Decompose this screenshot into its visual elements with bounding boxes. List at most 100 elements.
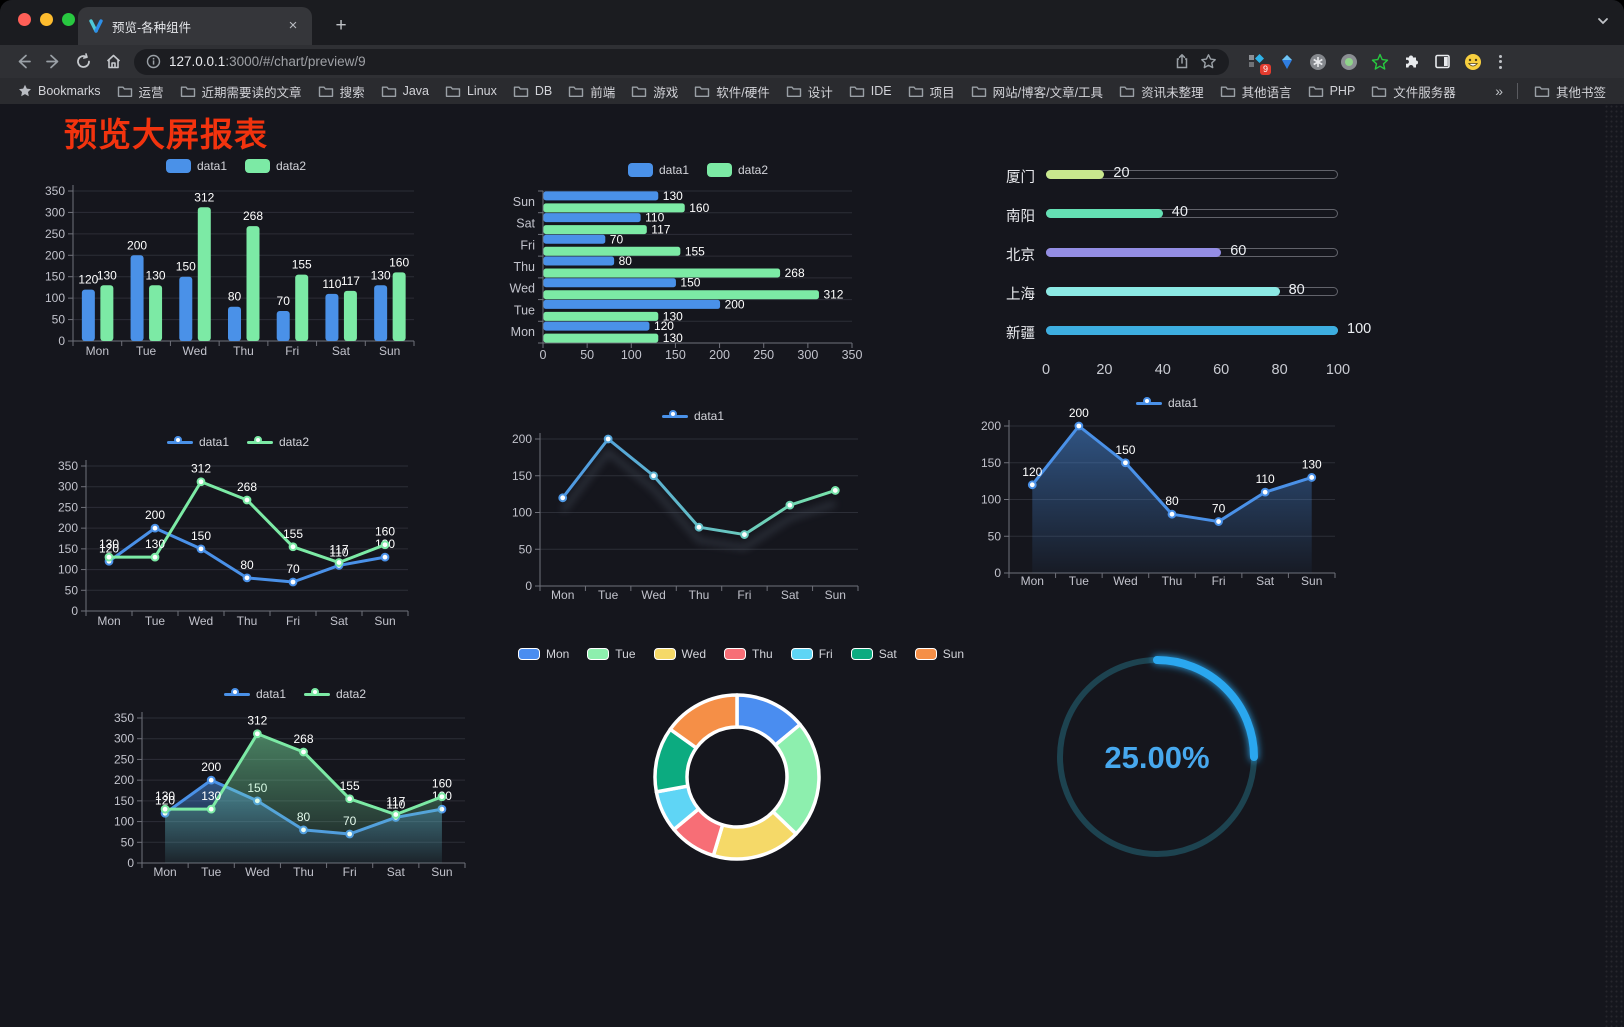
home-button[interactable]	[98, 48, 128, 76]
legend-item-data1[interactable]: data1	[661, 409, 724, 423]
bookmark-folder[interactable]: PHP	[1300, 80, 1364, 102]
svg-text:300: 300	[58, 480, 78, 494]
extension-grid-icon[interactable]: 9	[1247, 53, 1271, 75]
browser-tab[interactable]: 预览-各种组件 ×	[78, 7, 312, 45]
svg-text:117: 117	[386, 795, 405, 809]
legend-item-data1[interactable]: data1	[223, 687, 286, 701]
svg-text:117: 117	[329, 543, 348, 557]
forward-button[interactable]	[38, 48, 68, 76]
svg-text:Sun: Sun	[379, 344, 400, 358]
bookmark-folder[interactable]: 文件服务器	[1363, 80, 1464, 102]
svg-text:300: 300	[45, 205, 65, 219]
window-close-button[interactable]	[18, 13, 31, 26]
legend-item-data1[interactable]: data1	[627, 163, 689, 177]
svg-text:25.00%: 25.00%	[1104, 740, 1209, 775]
bookmark-folder-icon	[1220, 85, 1236, 98]
extension-star-icon[interactable]	[1371, 53, 1389, 71]
extensions-puzzle-icon[interactable]	[1402, 53, 1420, 71]
bookmarks-bar: Bookmarks 运营 近期需要读的文章 搜索 Java Linux DB 前端 游戏 软件/硬…	[0, 78, 1624, 104]
bookmark-label: 近期需要读的文章	[201, 85, 302, 100]
extension-snowflake-icon[interactable]	[1309, 53, 1327, 71]
chart-percent-gauge: 25.00%	[1040, 641, 1275, 881]
svg-text:70: 70	[610, 232, 624, 246]
legend-item-mon[interactable]: Mon	[517, 647, 569, 661]
tab-strip: 预览-各种组件 × +	[0, 0, 1624, 45]
bookmark-folder[interactable]: 游戏	[623, 80, 686, 102]
tab-close-icon[interactable]: ×	[288, 17, 298, 34]
legend-marker-icon	[245, 159, 270, 173]
bookmark-folder[interactable]: 近期需要读的文章	[172, 80, 310, 102]
reload-button[interactable]	[68, 48, 98, 76]
bookmarks-overflow-chevron[interactable]: »	[1495, 83, 1503, 99]
bookmark-folder[interactable]: Linux	[437, 80, 505, 102]
bookmark-folder[interactable]: Java	[373, 80, 437, 102]
bookmark-folder[interactable]: 前端	[560, 80, 623, 102]
legend-label: data1	[196, 159, 227, 173]
chart-bar-vertical: data1 data2 0 50 100 150 200 250 300 350 Mon Tue Wed…	[40, 153, 432, 367]
bookmark-folder[interactable]: IDE	[841, 80, 900, 102]
legend-item-fri[interactable]: Fri	[790, 647, 833, 661]
bookmark-folder[interactable]: 网站/博客/文章/工具	[963, 80, 1111, 102]
svg-text:120: 120	[1022, 465, 1042, 479]
share-icon[interactable]	[1174, 53, 1190, 70]
site-info-icon[interactable]	[146, 54, 161, 69]
legend-item-data2[interactable]: data2	[247, 435, 309, 449]
legend-marker-icon	[790, 648, 813, 660]
bookmark-folder[interactable]: 软件/硬件	[686, 80, 777, 102]
chart-line-area-dual: data1 data2 0 50 100 150 200 250 300 350 Mon Tue Wed…	[103, 679, 487, 893]
svg-text:150: 150	[191, 529, 211, 543]
window-minimize-button[interactable]	[40, 13, 53, 26]
bookmark-folder[interactable]: 设计	[778, 80, 841, 102]
legend-item-data1[interactable]: data1	[166, 435, 229, 449]
chart-legend: Mon Tue Wed Thu Fri Sat Sun	[517, 647, 964, 661]
bookmark-label: 设计	[807, 85, 833, 100]
progress-fill	[1046, 209, 1163, 218]
address-bar[interactable]: 127.0.0.1:3000/#/chart/preview/9	[134, 48, 1229, 75]
legend-item-data2[interactable]: data2	[304, 687, 366, 701]
svg-text:Sun: Sun	[431, 865, 452, 879]
bookmark-label: PHP	[1329, 84, 1356, 98]
legend-marker-icon	[707, 163, 732, 177]
bookmark-folder[interactable]: 搜索	[310, 80, 373, 102]
svg-text:155: 155	[283, 527, 303, 541]
other-bookmarks-folder[interactable]: 其他书签	[1526, 80, 1614, 102]
bookmark-folder[interactable]: 运营	[109, 80, 172, 102]
page-title: 预览大屏报表	[64, 116, 268, 153]
extension-gem-icon[interactable]	[1278, 53, 1296, 71]
bookmark-folder[interactable]: 资讯未整理	[1111, 80, 1212, 102]
browser-menu-button[interactable]	[1495, 54, 1508, 69]
legend-item-data1[interactable]: data1	[165, 159, 227, 173]
legend-item-wed[interactable]: Wed	[653, 647, 706, 661]
emoji-extension-icon[interactable]	[1464, 53, 1482, 71]
legend-item-data1[interactable]: data1	[1135, 396, 1198, 410]
svg-text:Sat: Sat	[387, 865, 406, 879]
svg-text:312: 312	[247, 714, 267, 728]
svg-text:100: 100	[114, 815, 134, 829]
side-panel-icon[interactable]	[1433, 53, 1451, 71]
legend-item-tue[interactable]: Tue	[587, 647, 636, 661]
bookmark-star-icon[interactable]	[1200, 53, 1217, 70]
legend-label: data1	[255, 687, 286, 701]
chart-canvas-line-dual: 0 50 100 150 200 250 300 350 Mon Tue Wed Thu Fri Sat S…	[58, 459, 409, 628]
extension-green-dot-icon[interactable]	[1340, 53, 1358, 71]
svg-text:Mon: Mon	[86, 344, 109, 358]
bookmark-folder[interactable]: 项目	[900, 80, 963, 102]
legend-item-thu[interactable]: Thu	[724, 647, 773, 661]
svg-text:50: 50	[121, 835, 135, 849]
back-button[interactable]	[8, 48, 38, 76]
svg-text:150: 150	[114, 794, 134, 808]
legend-marker-icon	[914, 648, 937, 660]
legend-item-sun[interactable]: Sun	[914, 647, 964, 661]
bookmark-folder[interactable]: 其他语言	[1212, 80, 1300, 102]
svg-text:130: 130	[371, 268, 391, 282]
new-tab-button[interactable]: +	[335, 15, 347, 36]
bookmark-folder[interactable]: DB	[505, 80, 560, 102]
legend-marker-icon	[166, 436, 193, 448]
window-zoom-button[interactable]	[62, 13, 75, 26]
tab-search-chevron-icon[interactable]	[1596, 14, 1610, 33]
legend-item-data2[interactable]: data2	[245, 159, 306, 173]
svg-text:200: 200	[58, 521, 78, 535]
bookmark-apps[interactable]: Bookmarks	[10, 80, 109, 102]
legend-item-data2[interactable]: data2	[707, 163, 768, 177]
legend-item-sat[interactable]: Sat	[850, 647, 897, 661]
